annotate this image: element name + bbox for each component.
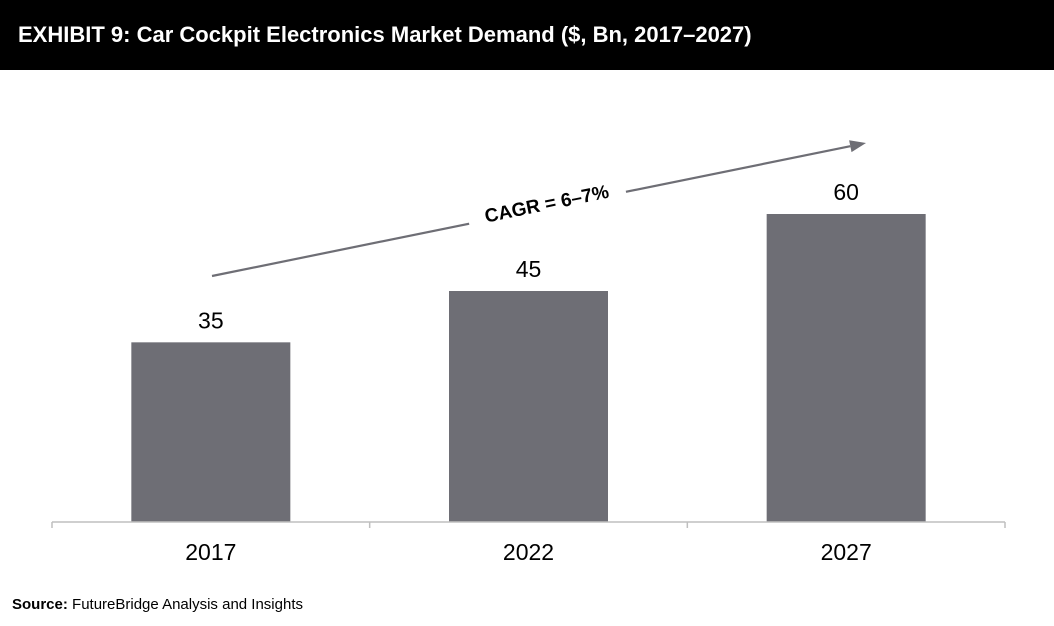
x-axis-labels: 2017 2022 2027: [185, 539, 872, 565]
value-label-2017: 35: [198, 307, 224, 333]
title-bar: EXHIBIT 9: Car Cockpit Electronics Marke…: [0, 0, 1054, 70]
bar-2017: [131, 342, 291, 522]
x-axis-ticks: [51, 522, 1006, 528]
cagr-annotation: CAGR = 6–7%: [483, 182, 611, 228]
bars-layer: [131, 214, 926, 522]
x-tick-label-2017: 2017: [185, 539, 236, 565]
value-labels-layer: 35 45 60: [198, 179, 859, 333]
source-text: FutureBridge Analysis and Insights: [67, 596, 303, 613]
bar-2027: [766, 214, 926, 522]
bar-chart: 35 45 60 2017 2022 2027 CAGR = 6–7%: [51, 140, 1006, 565]
cagr-label-background: [466, 176, 628, 232]
source-label: Source:: [12, 596, 68, 613]
value-label-2027: 60: [833, 179, 859, 205]
cagr-arrow-head: [849, 140, 866, 153]
source-note: Source: FutureBridge Analysis and Insigh…: [12, 596, 303, 613]
chart-title: EXHIBIT 9: Car Cockpit Electronics Marke…: [18, 22, 752, 47]
x-tick-label-2022: 2022: [503, 539, 554, 565]
bar-2022: [449, 291, 608, 522]
value-label-2022: 45: [516, 256, 542, 282]
x-tick-label-2027: 2027: [821, 539, 872, 565]
